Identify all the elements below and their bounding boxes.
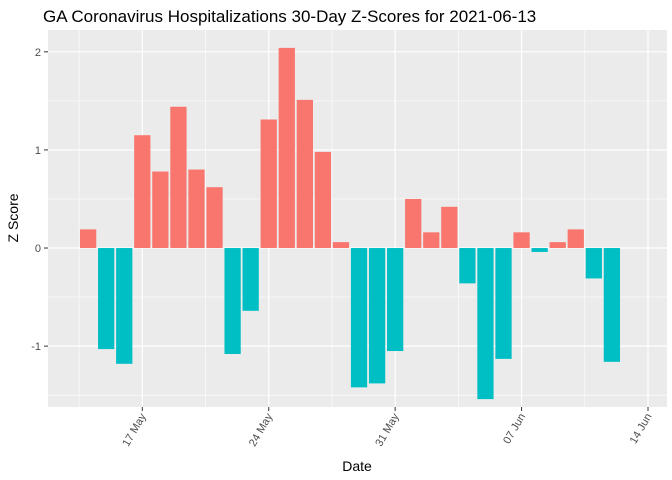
- bar: [603, 248, 621, 362]
- x-tick-label: 31 May: [373, 411, 402, 449]
- bar: [531, 248, 548, 252]
- bar: [134, 135, 151, 249]
- y-tick-label: 0: [35, 243, 41, 255]
- bar: [116, 248, 133, 364]
- bar: [423, 232, 440, 249]
- bar: [368, 248, 386, 384]
- bar: [350, 248, 368, 388]
- bar: [477, 248, 494, 400]
- bar: [459, 248, 476, 284]
- bar: [98, 248, 115, 350]
- chart-title: GA Coronavirus Hospitalizations 30-Day Z…: [43, 7, 536, 26]
- bar: [405, 198, 422, 249]
- bar: [332, 242, 350, 249]
- bar: [567, 229, 584, 249]
- x-tick-label: 17 May: [120, 411, 149, 449]
- bar: [585, 248, 602, 279]
- bar: [549, 242, 566, 249]
- x-axis-title: Date: [342, 458, 372, 474]
- bar: [224, 248, 241, 354]
- bar: [441, 206, 458, 249]
- y-tick-label: 1: [35, 145, 41, 157]
- bar: [314, 151, 332, 249]
- x-tick-label: 07 Jun: [501, 412, 528, 447]
- bar: [242, 248, 259, 311]
- bar: [387, 248, 404, 352]
- y-tick-label: -1: [31, 341, 41, 353]
- x-tick-label: 14 Jun: [628, 412, 655, 447]
- bar: [206, 187, 223, 249]
- x-tick-label: 24 May: [247, 411, 276, 449]
- bar: [278, 47, 295, 249]
- bar: [188, 169, 205, 249]
- bar: [513, 232, 530, 249]
- bar: [152, 171, 169, 249]
- bar: [495, 248, 512, 359]
- y-axis: -1 0 1 2: [31, 47, 48, 353]
- bars: [79, 47, 621, 400]
- bar: [79, 229, 97, 249]
- bar: [296, 99, 313, 249]
- y-tick-label: 2: [35, 47, 41, 59]
- bar: [260, 119, 277, 249]
- y-axis-title: Z Score: [5, 193, 21, 242]
- x-axis: 17 May 24 May 31 May 07 Jun 14 Jun: [120, 407, 655, 449]
- bar: [170, 106, 187, 249]
